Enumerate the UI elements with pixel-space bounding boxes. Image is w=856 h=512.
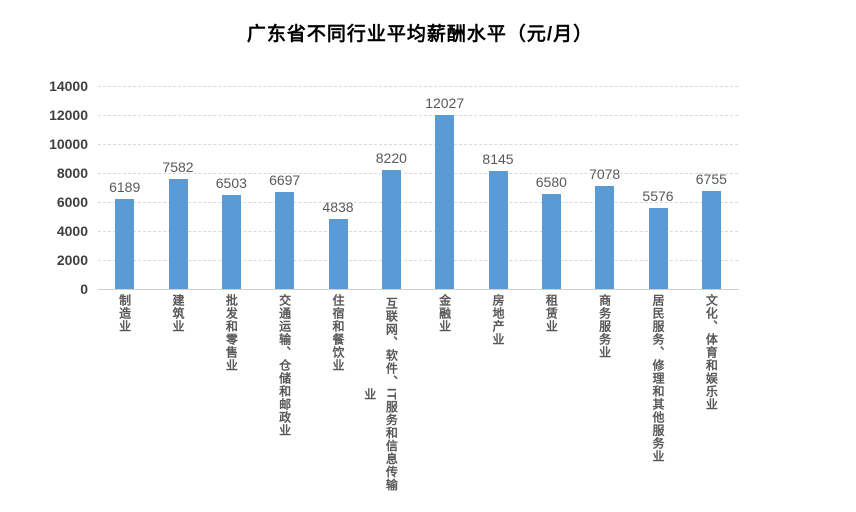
bar[interactable] — [541, 193, 561, 289]
value-label: 7582 — [162, 159, 194, 176]
category-label: 房地产业 — [491, 294, 505, 346]
chart-title: 广东省不同行业平均薪酬水平（元/月） — [246, 24, 594, 45]
value-label: 8145 — [482, 150, 514, 167]
value-label: 5576 — [642, 188, 674, 205]
y-tick-label: 8000 — [56, 165, 88, 181]
category-label: 互联网、软件、IT服务和信息传输业 — [362, 296, 399, 492]
y-tick-label: 2000 — [56, 252, 88, 268]
gridline — [98, 173, 738, 174]
bar[interactable] — [381, 169, 401, 289]
category-label: 商务服务业 — [597, 294, 612, 359]
bar[interactable] — [275, 191, 295, 289]
category-label: 住宿和餐饮业 — [331, 294, 345, 372]
y-tick-label: 0 — [80, 281, 88, 297]
value-label: 6189 — [109, 179, 141, 196]
bar[interactable] — [648, 208, 668, 289]
bar[interactable] — [328, 218, 348, 289]
value-label: 6755 — [695, 171, 727, 188]
y-tick-label: 14000 — [49, 78, 88, 94]
category-label: 居民服务、修理和其他服务业 — [651, 294, 665, 463]
gridline — [98, 115, 738, 116]
category-label: 批发和零售业 — [224, 294, 239, 372]
value-label: 6503 — [215, 174, 247, 191]
plot-area: 6189 7582 6503 6697 4838 8220 12027 8145 6580 707… — [98, 86, 738, 289]
category-label: 建筑业 — [171, 294, 185, 333]
category-label: 交通运输、仓储和邮政业 — [277, 294, 292, 437]
value-label: 8220 — [375, 149, 407, 166]
gridline — [98, 144, 738, 145]
bar[interactable] — [221, 194, 241, 289]
gridline — [98, 86, 738, 87]
bar[interactable] — [435, 114, 455, 289]
category-label: 租赁业 — [544, 294, 559, 333]
gridline — [98, 260, 738, 261]
x-axis-line — [98, 289, 739, 290]
gridline — [98, 202, 738, 203]
bar[interactable] — [595, 186, 615, 289]
value-label: 12027 — [425, 94, 465, 111]
y-tick-label: 4000 — [56, 223, 88, 239]
y-tick-label: 12000 — [49, 107, 88, 123]
bar[interactable] — [168, 179, 188, 289]
bar[interactable] — [488, 170, 508, 289]
value-label: 6697 — [269, 171, 301, 188]
gridline — [98, 231, 738, 232]
category-label: 文化、体育和娱乐业 — [704, 294, 719, 411]
value-label: 7078 — [589, 166, 621, 183]
y-tick-label: 6000 — [56, 194, 88, 210]
value-label: 6580 — [535, 173, 567, 190]
value-label: 4838 — [322, 198, 354, 215]
y-tick-label: 10000 — [49, 136, 88, 152]
bar[interactable] — [701, 191, 721, 289]
category-label: 制造业 — [117, 294, 132, 333]
bar[interactable] — [115, 199, 135, 289]
category-label: 金融业 — [437, 294, 452, 333]
